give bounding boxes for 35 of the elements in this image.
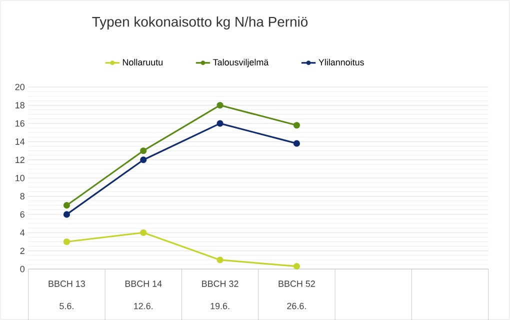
point (216, 256, 224, 264)
text: 5.6. (60, 302, 74, 310)
point (293, 122, 300, 129)
y-tick-label: 10 (16, 174, 25, 182)
x-tick-label: BBCH 52 (278, 280, 315, 287)
chart-title: Typen kokonaisotto kg N/ha Perniö (92, 16, 308, 30)
x-tick-label: BBCH 14 (125, 280, 162, 287)
y-tick-label: 2 (20, 248, 24, 254)
text: 26.6. (287, 302, 306, 310)
y-tick-label: 4 (20, 230, 25, 236)
y-tick-label: 8 (20, 193, 24, 200)
x-tick-label: BBCH 13 (48, 280, 85, 287)
y-tick-label: 20 (15, 84, 25, 90)
text: 19.6. (210, 302, 230, 310)
x-tick-label: BBCH 32 (202, 280, 238, 287)
point (293, 140, 300, 147)
point (140, 229, 147, 236)
point (140, 156, 147, 164)
point (216, 120, 224, 127)
y-tick-label: 0 (20, 266, 25, 272)
legend-label: Talousviljelmä (213, 58, 269, 68)
y-tick-label: 16 (16, 120, 24, 127)
point (293, 263, 300, 270)
point (216, 102, 224, 109)
y-tick-label: 12 (16, 156, 24, 163)
point (63, 202, 70, 209)
legend-label: Ylilannoitus (318, 58, 364, 66)
y-tick-label: 14 (16, 138, 25, 145)
text: 12.6. (134, 302, 153, 310)
point (140, 147, 147, 154)
point (63, 238, 70, 246)
point (63, 211, 70, 218)
legend-label: Nollaruutu (122, 58, 162, 66)
y-tick-label: 6 (20, 211, 24, 218)
y-tick-label: 18 (16, 102, 24, 108)
